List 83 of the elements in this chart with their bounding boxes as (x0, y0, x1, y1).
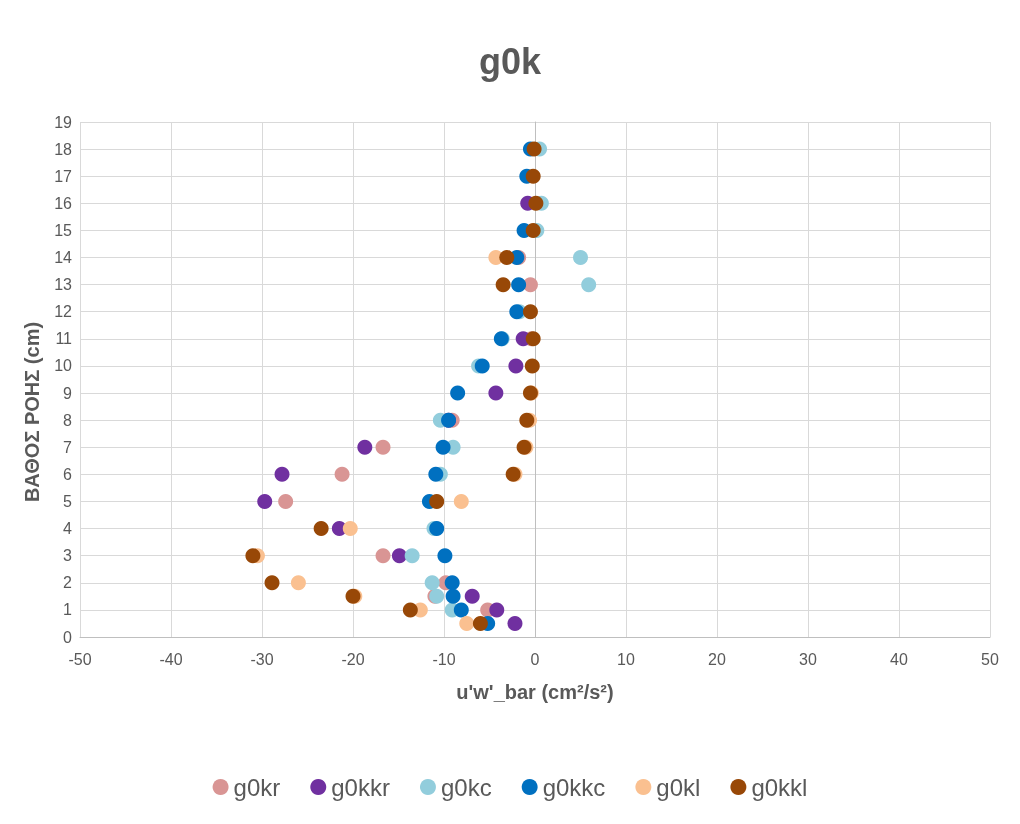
point (450, 385, 466, 401)
point (435, 439, 451, 455)
x-tick-label: 0 (530, 650, 540, 668)
x-tick-label: 40 (890, 650, 908, 668)
point (488, 385, 504, 401)
point (375, 439, 391, 455)
legend-label: g0kkl (751, 773, 808, 801)
point (511, 277, 527, 293)
y-tick-label: 9 (63, 384, 73, 402)
point (264, 575, 280, 591)
chart-title: g0k (478, 40, 542, 82)
point (522, 304, 538, 320)
y-tick-label: 15 (54, 221, 73, 239)
point (444, 575, 460, 591)
point (375, 548, 391, 564)
point (528, 195, 544, 211)
y-tick-label: 17 (54, 167, 73, 185)
point (357, 439, 373, 455)
point (525, 222, 541, 238)
point (472, 615, 488, 631)
legend-label: g0kr (233, 773, 281, 801)
y-axis-title: ΒΑΘΟΣ ΡΟΗΣ (cm) (21, 321, 43, 503)
y-tick-label: 16 (54, 194, 73, 212)
point (453, 602, 469, 618)
point (391, 548, 407, 564)
legend-label: g0kkc (542, 773, 606, 801)
y-tick-label: 7 (63, 438, 73, 456)
point (334, 466, 350, 482)
x-tick-label: 30 (799, 650, 817, 668)
y-tick-label: 13 (54, 276, 73, 294)
point (573, 250, 588, 266)
point (429, 493, 445, 509)
point (499, 250, 515, 266)
y-tick-label: 0 (63, 628, 73, 646)
y-tick-label: 1 (63, 601, 73, 619)
y-tick-label: 19 (54, 113, 73, 131)
y-tick-label: 12 (54, 303, 73, 321)
point (404, 548, 420, 564)
point (428, 466, 444, 482)
x-tick-label: -50 (68, 650, 92, 668)
x-tick-label: 10 (617, 650, 635, 668)
y-tick-label: 8 (63, 411, 73, 429)
y-tick-label: 2 (63, 574, 73, 592)
x-tick-label: -40 (159, 650, 183, 668)
point (507, 615, 523, 631)
y-tick-label: 5 (63, 492, 73, 510)
point (489, 602, 505, 618)
y-tick-label: 11 (55, 330, 73, 348)
x-tick-label: 50 (981, 650, 999, 668)
point (274, 466, 290, 482)
point (524, 358, 540, 374)
point (453, 493, 469, 509)
point (245, 548, 261, 564)
point (525, 168, 541, 184)
point (581, 277, 597, 293)
y-tick-label: 6 (63, 465, 73, 483)
point (437, 548, 453, 564)
point (290, 575, 306, 591)
point (257, 493, 273, 509)
point (526, 141, 542, 157)
x-tick-label: 20 (708, 650, 726, 668)
y-tick-label: 3 (63, 547, 73, 565)
point (313, 521, 329, 537)
point (342, 521, 358, 537)
x-tick-label: -10 (432, 650, 456, 668)
point (445, 588, 461, 604)
y-tick-label: 18 (54, 140, 73, 158)
point (464, 588, 480, 604)
y-tick-label: 14 (54, 249, 73, 267)
legend-label: g0kc (440, 773, 492, 801)
x-tick-label: -30 (250, 650, 274, 668)
point (402, 602, 418, 618)
point (278, 493, 294, 509)
legend-label: g0kkr (331, 773, 390, 801)
point (459, 615, 475, 631)
y-tick-label: 4 (63, 520, 73, 538)
y-tick-label: 10 (54, 357, 73, 375)
point (508, 358, 524, 374)
point (495, 277, 511, 293)
x-tick-label: -20 (341, 650, 365, 668)
x-axis-title: u'w'_bar (cm²/s²) (456, 681, 614, 703)
legend-label: g0kl (656, 773, 701, 801)
point (424, 575, 440, 591)
